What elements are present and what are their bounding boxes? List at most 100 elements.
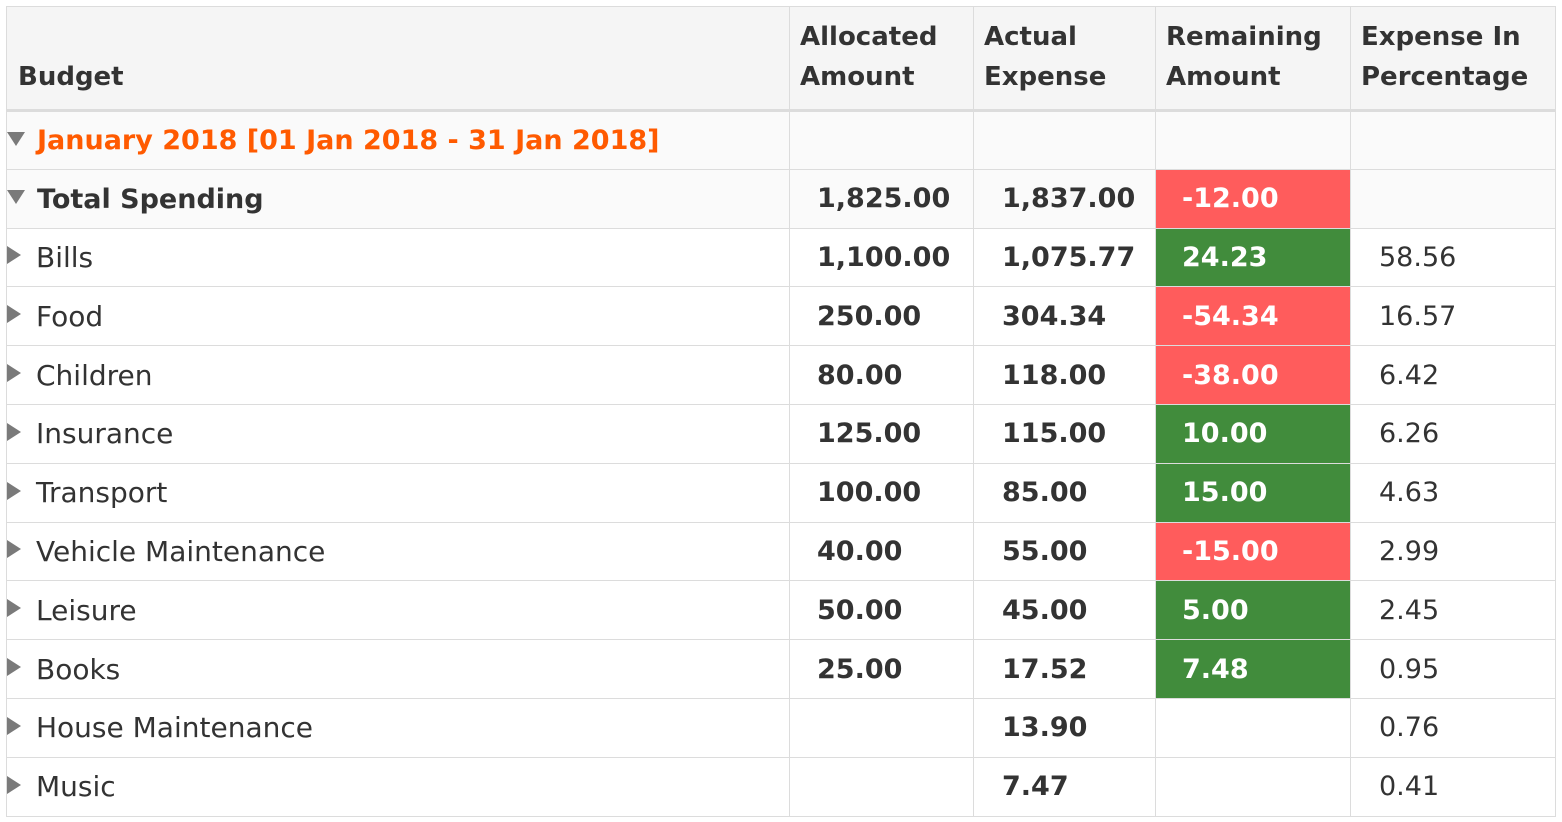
header-remaining[interactable]: Remaining Amount bbox=[1155, 6, 1351, 112]
table-row[interactable]: Transport 100.00 85.00 15.00 4.63 bbox=[6, 462, 1556, 523]
category-remaining: 5.00 bbox=[1155, 580, 1351, 641]
category-actual: 7.47 bbox=[973, 756, 1156, 817]
header-percentage-line1: Expense In bbox=[1361, 22, 1521, 52]
category-actual: 13.90 bbox=[973, 697, 1156, 758]
category-cell[interactable]: Children bbox=[6, 345, 790, 405]
category-cell[interactable]: Transport bbox=[6, 462, 790, 523]
category-actual: 85.00 bbox=[973, 462, 1156, 523]
total-remaining: -12.00 bbox=[1155, 168, 1351, 229]
category-allocated: 100.00 bbox=[789, 462, 974, 523]
table-row[interactable]: Children 80.00 118.00 -38.00 6.42 bbox=[6, 345, 1556, 405]
period-label: January 2018 [01 Jan 2018 - 31 Jan 2018] bbox=[37, 125, 660, 157]
category-cell[interactable]: Music bbox=[6, 756, 790, 817]
category-cell[interactable]: Leisure bbox=[6, 580, 790, 641]
category-cell[interactable]: Vehicle Maintenance bbox=[6, 521, 790, 582]
category-actual: 17.52 bbox=[973, 639, 1156, 699]
header-allocated[interactable]: Allocated Amount bbox=[789, 6, 974, 112]
table-row[interactable]: Music 7.47 0.41 bbox=[6, 756, 1556, 817]
category-label: Transport bbox=[36, 476, 168, 510]
table-row[interactable]: House Maintenance 13.90 0.76 bbox=[6, 697, 1556, 758]
category-cell[interactable]: Bills bbox=[6, 227, 790, 288]
triangle-down-icon[interactable] bbox=[7, 190, 25, 205]
category-actual: 45.00 bbox=[973, 580, 1156, 641]
triangle-right-icon[interactable] bbox=[7, 775, 21, 794]
total-row[interactable]: Total Spending 1,825.00 1,837.00 -12.00 bbox=[6, 168, 1556, 229]
category-remaining: 24.23 bbox=[1155, 227, 1351, 288]
header-allocated-line2: Amount bbox=[800, 62, 915, 92]
category-label: Music bbox=[36, 770, 116, 804]
table-row[interactable]: Bills 1,100.00 1,075.77 24.23 58.56 bbox=[6, 227, 1556, 288]
category-allocated: 80.00 bbox=[789, 345, 974, 405]
triangle-right-icon[interactable] bbox=[7, 540, 21, 559]
header-row: Budget Allocated Amount Actual Expense Rem… bbox=[6, 6, 1556, 112]
category-cell[interactable]: Books bbox=[6, 639, 790, 699]
period-percentage bbox=[1350, 110, 1556, 170]
category-percentage: 2.45 bbox=[1350, 580, 1556, 641]
category-actual: 118.00 bbox=[973, 345, 1156, 405]
category-percentage: 2.99 bbox=[1350, 521, 1556, 582]
category-percentage: 4.63 bbox=[1350, 462, 1556, 523]
category-label: Vehicle Maintenance bbox=[36, 534, 326, 568]
triangle-right-icon[interactable] bbox=[7, 305, 21, 324]
category-allocated bbox=[789, 697, 974, 758]
table-body: January 2018 [01 Jan 2018 - 31 Jan 2018]… bbox=[6, 110, 1556, 817]
category-percentage: 16.57 bbox=[1350, 286, 1556, 347]
triangle-right-icon[interactable] bbox=[7, 599, 21, 618]
category-percentage: 0.95 bbox=[1350, 639, 1556, 699]
total-cell[interactable]: Total Spending bbox=[6, 168, 790, 229]
category-remaining: 15.00 bbox=[1155, 462, 1351, 523]
category-percentage: 0.41 bbox=[1350, 756, 1556, 817]
category-actual: 115.00 bbox=[973, 403, 1156, 464]
category-percentage: 58.56 bbox=[1350, 227, 1556, 288]
triangle-right-icon[interactable] bbox=[7, 716, 21, 735]
header-percentage[interactable]: Expense In Percentage bbox=[1350, 6, 1556, 112]
category-actual: 304.34 bbox=[973, 286, 1156, 347]
category-label: Leisure bbox=[36, 593, 137, 627]
category-cell[interactable]: Insurance bbox=[6, 403, 790, 464]
category-remaining: -38.00 bbox=[1155, 345, 1351, 405]
category-remaining bbox=[1155, 756, 1351, 817]
category-allocated: 40.00 bbox=[789, 521, 974, 582]
header-allocated-line1: Allocated bbox=[800, 22, 938, 52]
category-remaining: -54.34 bbox=[1155, 286, 1351, 347]
category-percentage: 0.76 bbox=[1350, 697, 1556, 758]
period-cell[interactable]: January 2018 [01 Jan 2018 - 31 Jan 2018] bbox=[6, 110, 790, 170]
category-allocated: 25.00 bbox=[789, 639, 974, 699]
triangle-right-icon[interactable] bbox=[7, 246, 21, 265]
category-allocated: 125.00 bbox=[789, 403, 974, 464]
category-remaining: 10.00 bbox=[1155, 403, 1351, 464]
total-percentage bbox=[1350, 168, 1556, 229]
total-allocated: 1,825.00 bbox=[789, 168, 974, 229]
period-row[interactable]: January 2018 [01 Jan 2018 - 31 Jan 2018] bbox=[6, 110, 1556, 170]
triangle-down-icon[interactable] bbox=[7, 131, 25, 146]
triangle-right-icon[interactable] bbox=[7, 422, 21, 441]
category-remaining bbox=[1155, 697, 1351, 758]
period-actual bbox=[973, 110, 1156, 170]
category-label: Insurance bbox=[36, 417, 174, 451]
category-allocated: 250.00 bbox=[789, 286, 974, 347]
category-label: Books bbox=[36, 652, 121, 686]
category-actual: 1,075.77 bbox=[973, 227, 1156, 288]
header-remaining-line2: Amount bbox=[1166, 62, 1281, 92]
table-row[interactable]: Insurance 125.00 115.00 10.00 6.26 bbox=[6, 403, 1556, 464]
header-actual[interactable]: Actual Expense bbox=[973, 6, 1156, 112]
category-percentage: 6.26 bbox=[1350, 403, 1556, 464]
budget-table: Budget Allocated Amount Actual Expense Rem… bbox=[6, 6, 1556, 817]
category-cell[interactable]: House Maintenance bbox=[6, 697, 790, 758]
category-label: House Maintenance bbox=[36, 711, 313, 745]
header-budget[interactable]: Budget bbox=[6, 6, 790, 112]
category-label: Children bbox=[36, 358, 153, 392]
category-actual: 55.00 bbox=[973, 521, 1156, 582]
header-percentage-line2: Percentage bbox=[1361, 62, 1529, 92]
table-row[interactable]: Vehicle Maintenance 40.00 55.00 -15.00 2.99 bbox=[6, 521, 1556, 582]
table-row[interactable]: Food 250.00 304.34 -54.34 16.57 bbox=[6, 286, 1556, 347]
category-allocated bbox=[789, 756, 974, 817]
table-row[interactable]: Books 25.00 17.52 7.48 0.95 bbox=[6, 639, 1556, 699]
category-cell[interactable]: Food bbox=[6, 286, 790, 347]
triangle-right-icon[interactable] bbox=[7, 364, 21, 383]
triangle-right-icon[interactable] bbox=[7, 481, 21, 500]
total-label: Total Spending bbox=[37, 183, 264, 215]
triangle-right-icon[interactable] bbox=[7, 658, 21, 677]
category-label: Food bbox=[36, 299, 104, 333]
table-row[interactable]: Leisure 50.00 45.00 5.00 2.45 bbox=[6, 580, 1556, 641]
